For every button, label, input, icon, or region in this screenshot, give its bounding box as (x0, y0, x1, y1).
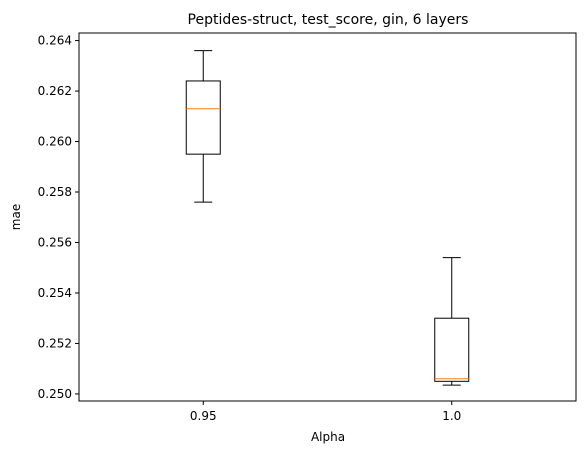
y-axis-label: mae (9, 204, 23, 230)
x-tick-label: 0.95 (190, 409, 217, 423)
plot-area-frame (78, 32, 577, 402)
y-tick-label: 0.260 (38, 135, 72, 149)
y-tick-label: 0.264 (38, 34, 72, 48)
x-axis: 0.95 1.0 (190, 401, 461, 423)
boxes-group (185, 50, 470, 386)
y-tick-label: 0.256 (38, 235, 72, 249)
y-axis: 0.250 0.252 0.254 0.256 0.258 0.260 0.262 0.264 (38, 34, 79, 401)
y-tick-label: 0.254 (38, 286, 72, 300)
y-tick-label: 0.252 (38, 336, 72, 350)
x-axis-label: Alpha (311, 430, 345, 444)
chart-title: Peptides-struct, test_score, gin, 6 laye… (188, 12, 469, 28)
x-tick-label: 1.0 (442, 409, 461, 423)
y-tick-label: 0.262 (38, 84, 72, 98)
box-iqr (185, 80, 221, 155)
y-tick-label: 0.250 (38, 387, 72, 401)
y-tick-label: 0.258 (38, 185, 72, 199)
box-iqr (434, 317, 470, 382)
